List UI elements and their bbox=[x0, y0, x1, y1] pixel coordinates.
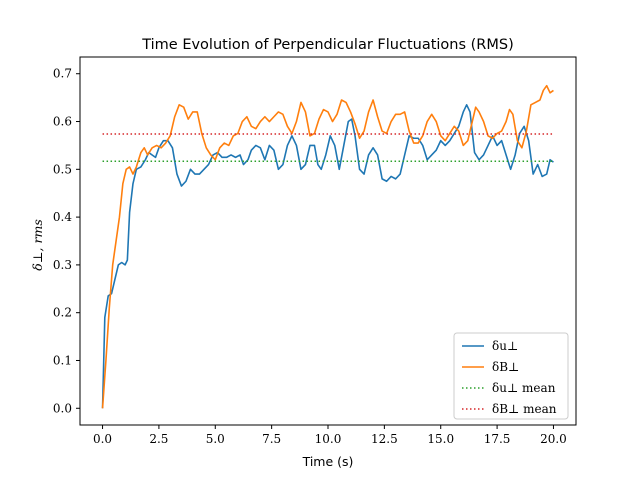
x-axis: 0.0 2.5 5.0 7.5 10.0 12.5 15.0 17.5 20.0 bbox=[93, 425, 567, 446]
x-tick-label: 20.0 bbox=[540, 432, 567, 446]
series-line-1 bbox=[101, 84, 554, 409]
x-tick-label: 0.0 bbox=[93, 432, 112, 446]
x-tick-label: 17.5 bbox=[484, 432, 511, 446]
legend-label-3: δB⊥ mean bbox=[492, 402, 557, 416]
x-tick-label: 12.5 bbox=[371, 432, 398, 446]
x-axis-label: Time (s) bbox=[302, 454, 354, 469]
x-tick-label: 5.0 bbox=[206, 432, 225, 446]
y-tick-label: 0.2 bbox=[53, 306, 72, 320]
x-tick-label: 2.5 bbox=[149, 432, 168, 446]
y-tick-label: 0.5 bbox=[53, 162, 72, 176]
x-tick-label: 15.0 bbox=[427, 432, 454, 446]
axes-frame bbox=[79, 56, 577, 426]
chart-title: Time Evolution of Perpendicular Fluctuat… bbox=[141, 37, 514, 53]
plot-area bbox=[101, 84, 554, 409]
x-tick-label: 7.5 bbox=[262, 432, 281, 446]
y-tick-label: 0.0 bbox=[53, 401, 72, 415]
legend: δu⊥ δB⊥ δu⊥ mean δB⊥ mean bbox=[453, 332, 569, 420]
y-tick-label: 0.7 bbox=[53, 67, 72, 81]
series-line-0 bbox=[101, 103, 554, 409]
legend-label-0: δu⊥ bbox=[492, 339, 518, 353]
y-tick-label: 0.6 bbox=[53, 115, 72, 129]
legend-label-2: δu⊥ mean bbox=[492, 381, 556, 395]
y-axis-label: δ⊥, rms bbox=[30, 219, 45, 270]
y-tick-label: 0.4 bbox=[53, 210, 72, 224]
y-tick-label: 0.3 bbox=[53, 258, 72, 272]
legend-label-1: δB⊥ bbox=[492, 360, 519, 374]
y-tick-label: 0.1 bbox=[53, 353, 72, 367]
y-axis: 0.0 0.1 0.2 0.3 0.4 0.5 0.6 0.7 bbox=[53, 67, 80, 415]
x-tick-label: 10.0 bbox=[315, 432, 342, 446]
legend-box bbox=[453, 332, 569, 420]
